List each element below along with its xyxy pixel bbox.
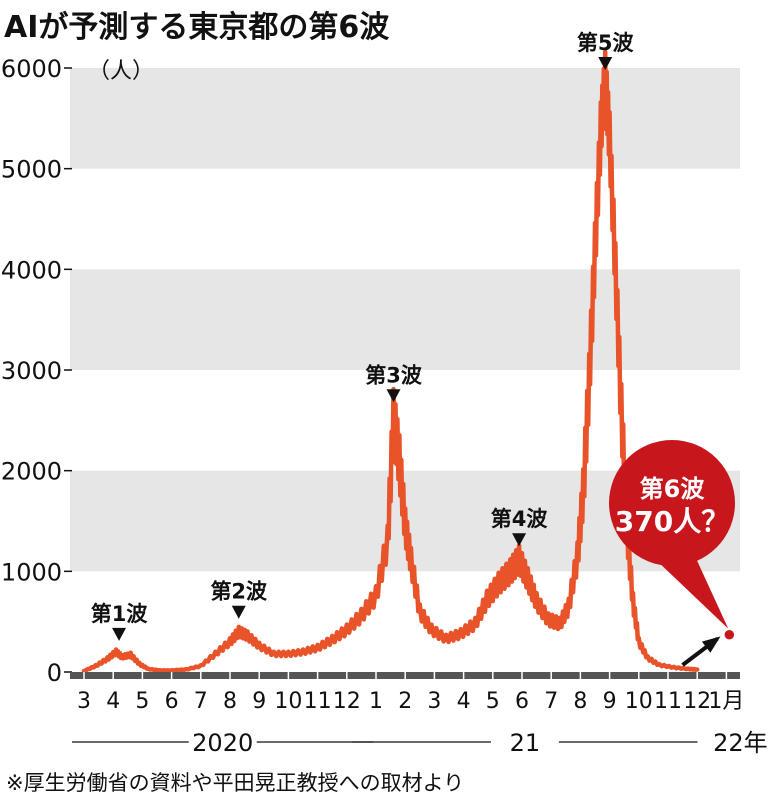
y-axis-unit: （人） <box>88 59 154 84</box>
x-tick-label: 1 <box>369 689 383 714</box>
x-tick-label: 8 <box>223 689 237 714</box>
x-tick-label: 4 <box>106 689 120 714</box>
x-tick-label: 4 <box>457 689 471 714</box>
y-tick-label: 1000 <box>1 558 62 586</box>
x-tick-label: 6 <box>515 689 529 714</box>
year-label: 22年 <box>713 729 768 757</box>
x-tick-label: 7 <box>194 689 208 714</box>
x-tick-label: 3 <box>427 689 441 714</box>
wave-marker <box>598 57 613 70</box>
year-label: 2020 <box>192 729 253 757</box>
y-tick-label: 5000 <box>1 156 62 184</box>
chart-title: AIが予測する東京都の第6波 <box>4 10 390 45</box>
x-tick-label: 12 <box>333 689 361 714</box>
x-tick-label: 11 <box>654 689 682 714</box>
series-line <box>81 49 700 674</box>
callout-label: 第6波 <box>640 475 706 503</box>
callout-value: 370人？ <box>615 505 729 538</box>
x-tick-label: 10 <box>625 689 653 714</box>
y-tick-label: 6000 <box>1 55 62 83</box>
y-tick-label: 3000 <box>1 357 62 385</box>
source-note: ※厚生労働省の資料や平田晃正教授への取材より <box>6 771 464 795</box>
year-labels: 2020 21 22年 <box>72 729 768 757</box>
x-tick-label: 6 <box>165 689 179 714</box>
x-tick-label: 1月 <box>708 689 744 714</box>
x-tick-label: 10 <box>274 689 302 714</box>
wave-label: 第1波 <box>91 602 149 626</box>
wave-marker <box>112 627 127 641</box>
y-axis-ticks: 0 1000 2000 3000 4000 5000 6000 <box>1 55 72 687</box>
callout-pointer <box>654 554 729 629</box>
y-tick-label: 2000 <box>1 458 62 486</box>
wave-label: 第2波 <box>210 580 268 604</box>
x-tick-label: 9 <box>603 689 617 714</box>
x-tick-label: 11 <box>304 689 332 714</box>
wave-label: 第4波 <box>491 507 549 531</box>
wave-marker <box>386 389 401 403</box>
wave-label: 第5波 <box>577 31 635 55</box>
x-tick-label: 9 <box>252 689 266 714</box>
x-tick-label: 7 <box>544 689 558 714</box>
wave-label: 第3波 <box>365 363 423 387</box>
wave-marker <box>512 533 527 547</box>
x-tick-label: 8 <box>573 689 587 714</box>
y-tick-label: 4000 <box>1 256 62 284</box>
y-tick-label: 0 <box>47 659 62 687</box>
wave-marker <box>231 605 246 619</box>
grid-band <box>70 269 740 370</box>
x-tick-label: 5 <box>486 689 500 714</box>
x-tick-label: 5 <box>135 689 149 714</box>
x-tick-label: 2 <box>398 689 412 714</box>
callout-bubble <box>609 440 735 566</box>
x-tick-label: 12 <box>683 689 711 714</box>
forecast-arrow-head <box>701 636 721 653</box>
x-tick-label: 3 <box>77 689 91 714</box>
year-label: 21 <box>510 729 541 757</box>
grid-band <box>70 68 740 169</box>
forecast-point <box>723 628 736 642</box>
